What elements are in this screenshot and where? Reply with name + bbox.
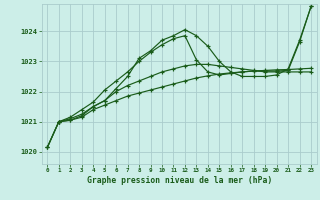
X-axis label: Graphe pression niveau de la mer (hPa): Graphe pression niveau de la mer (hPa) — [87, 176, 272, 185]
